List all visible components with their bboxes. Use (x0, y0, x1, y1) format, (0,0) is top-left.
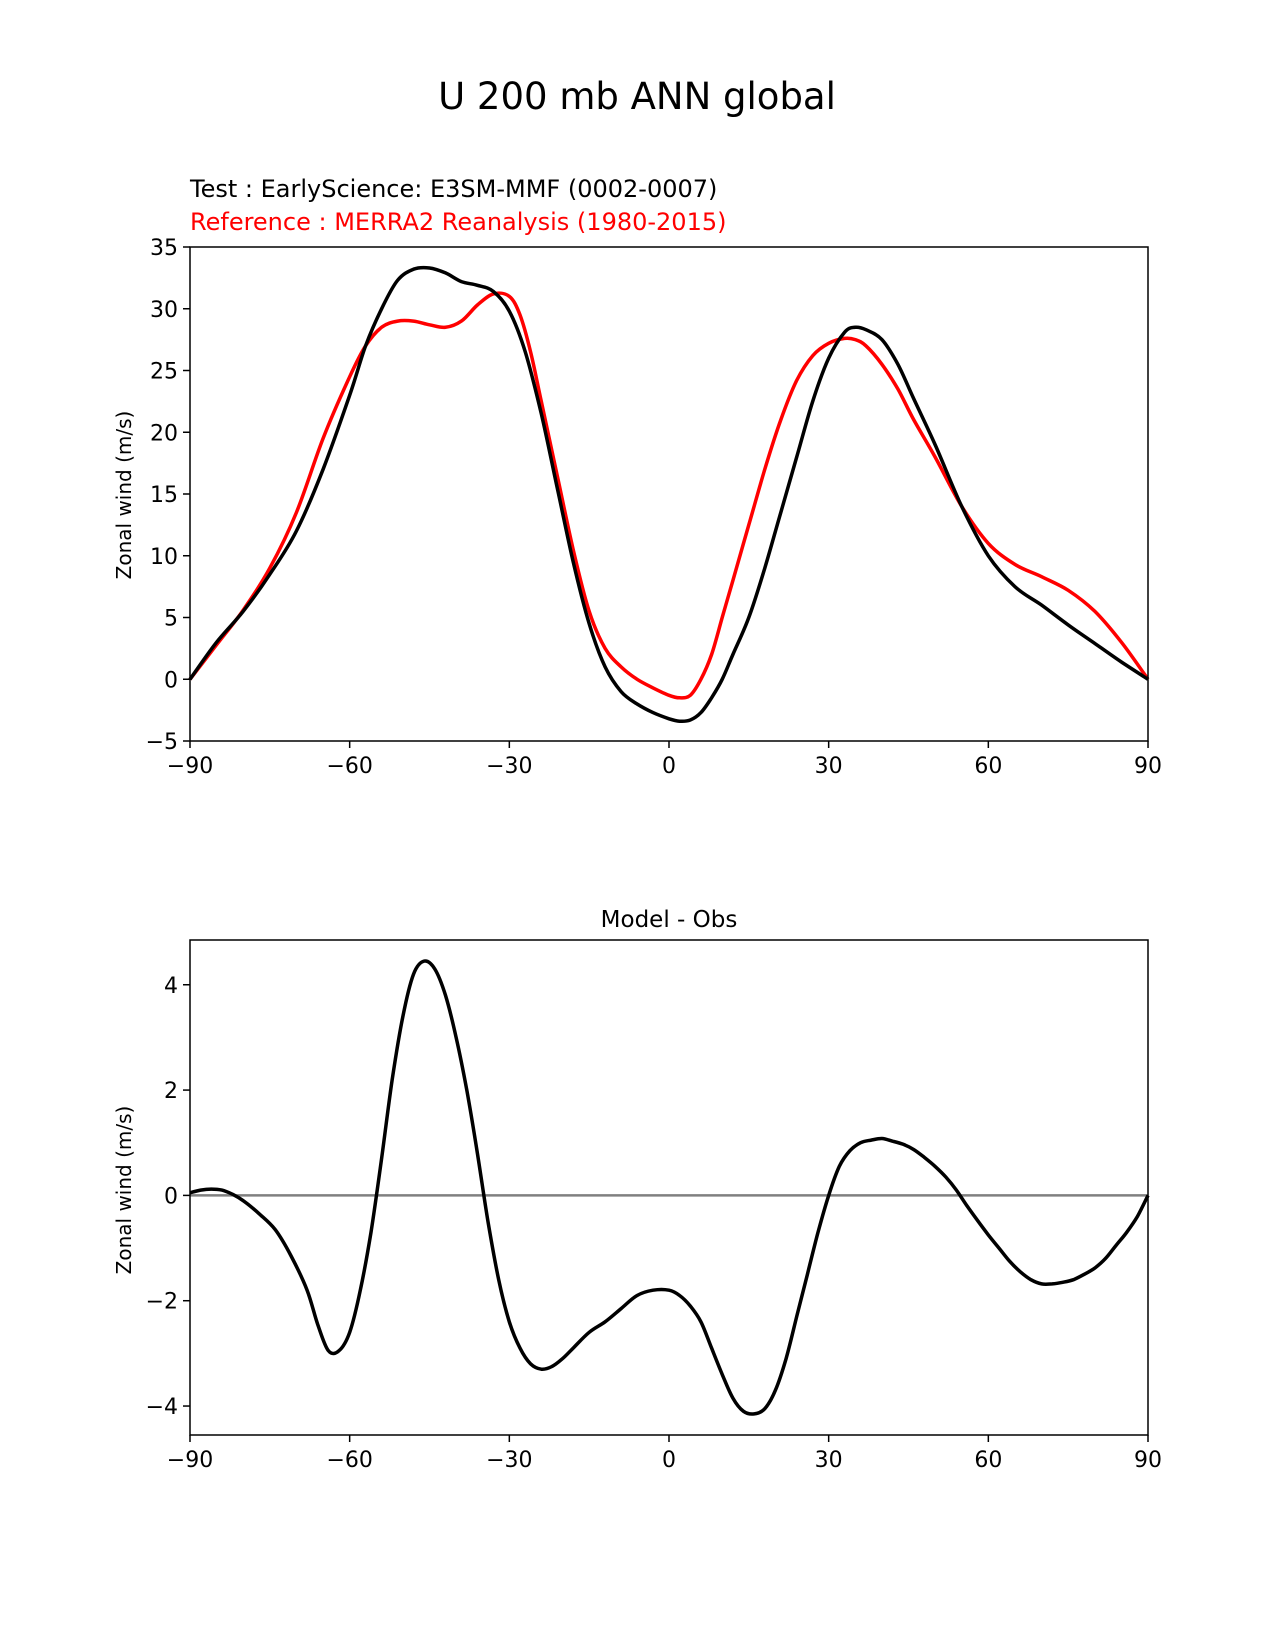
top-plot-frame (189, 246, 1149, 742)
x-tick-label: −60 (326, 754, 372, 779)
top-y-axis-label: Zonal wind (m/s) (112, 411, 136, 580)
x-tick-label: 30 (815, 1448, 843, 1473)
y-tick-label: 20 (150, 421, 178, 446)
test-label: Test : EarlyScience: E3SM-MMF (0002-0007… (189, 175, 717, 203)
y-tick-label: 35 (150, 236, 178, 261)
bottom-panel: Model - Obs Zonal wind (m/s) −4 −2 0 2 4 −90… (112, 907, 1162, 1473)
y-tick-label: 5 (164, 607, 178, 632)
top-x-ticks: −90 −60 −30 0 30 60 90 (167, 741, 1162, 779)
x-tick-label: −30 (486, 1448, 532, 1473)
x-tick-label: −30 (486, 754, 532, 779)
y-tick-label: 10 (150, 545, 178, 570)
bottom-series (189, 959, 1150, 1416)
y-tick-label: 4 (164, 974, 178, 999)
x-tick-label: 90 (1134, 754, 1162, 779)
x-tick-label: 60 (974, 1448, 1002, 1473)
x-tick-label: −60 (326, 1448, 372, 1473)
bottom-x-ticks: −90 −60 −30 0 30 60 90 (167, 1435, 1162, 1473)
top-y-ticks: −5 0 5 10 15 20 25 30 35 (146, 236, 190, 755)
x-tick-label: 90 (1134, 1448, 1162, 1473)
y-tick-label: 25 (150, 360, 178, 385)
series-line-test (188, 265, 1149, 724)
bottom-y-ticks: −4 −2 0 2 4 (146, 974, 190, 1420)
series-line-reference (188, 291, 1150, 700)
x-tick-label: 0 (662, 1448, 676, 1473)
y-tick-label: 30 (150, 298, 178, 323)
y-tick-label: 0 (164, 668, 178, 693)
bottom-plot-frame (189, 939, 1149, 1436)
y-tick-label: −2 (146, 1290, 178, 1315)
figure-title: U 200 mb ANN global (438, 75, 836, 118)
reference-label: Reference : MERRA2 Reanalysis (1980-2015… (190, 208, 726, 236)
x-tick-label: −90 (167, 1448, 213, 1473)
x-tick-label: 30 (815, 754, 843, 779)
y-tick-label: −5 (146, 730, 178, 755)
bottom-panel-title: Model - Obs (601, 907, 738, 933)
top-series (188, 265, 1150, 724)
series-line-difference (189, 959, 1150, 1416)
x-tick-label: −90 (167, 754, 213, 779)
top-panel: Test : EarlyScience: E3SM-MMF (0002-0007… (112, 175, 1162, 779)
y-tick-label: 15 (150, 483, 178, 508)
bottom-y-axis-label: Zonal wind (m/s) (112, 1106, 136, 1275)
y-tick-label: −4 (146, 1395, 178, 1420)
x-tick-label: 0 (662, 754, 676, 779)
x-tick-label: 60 (974, 754, 1002, 779)
y-tick-label: 0 (164, 1184, 178, 1209)
y-tick-label: 2 (164, 1079, 178, 1104)
